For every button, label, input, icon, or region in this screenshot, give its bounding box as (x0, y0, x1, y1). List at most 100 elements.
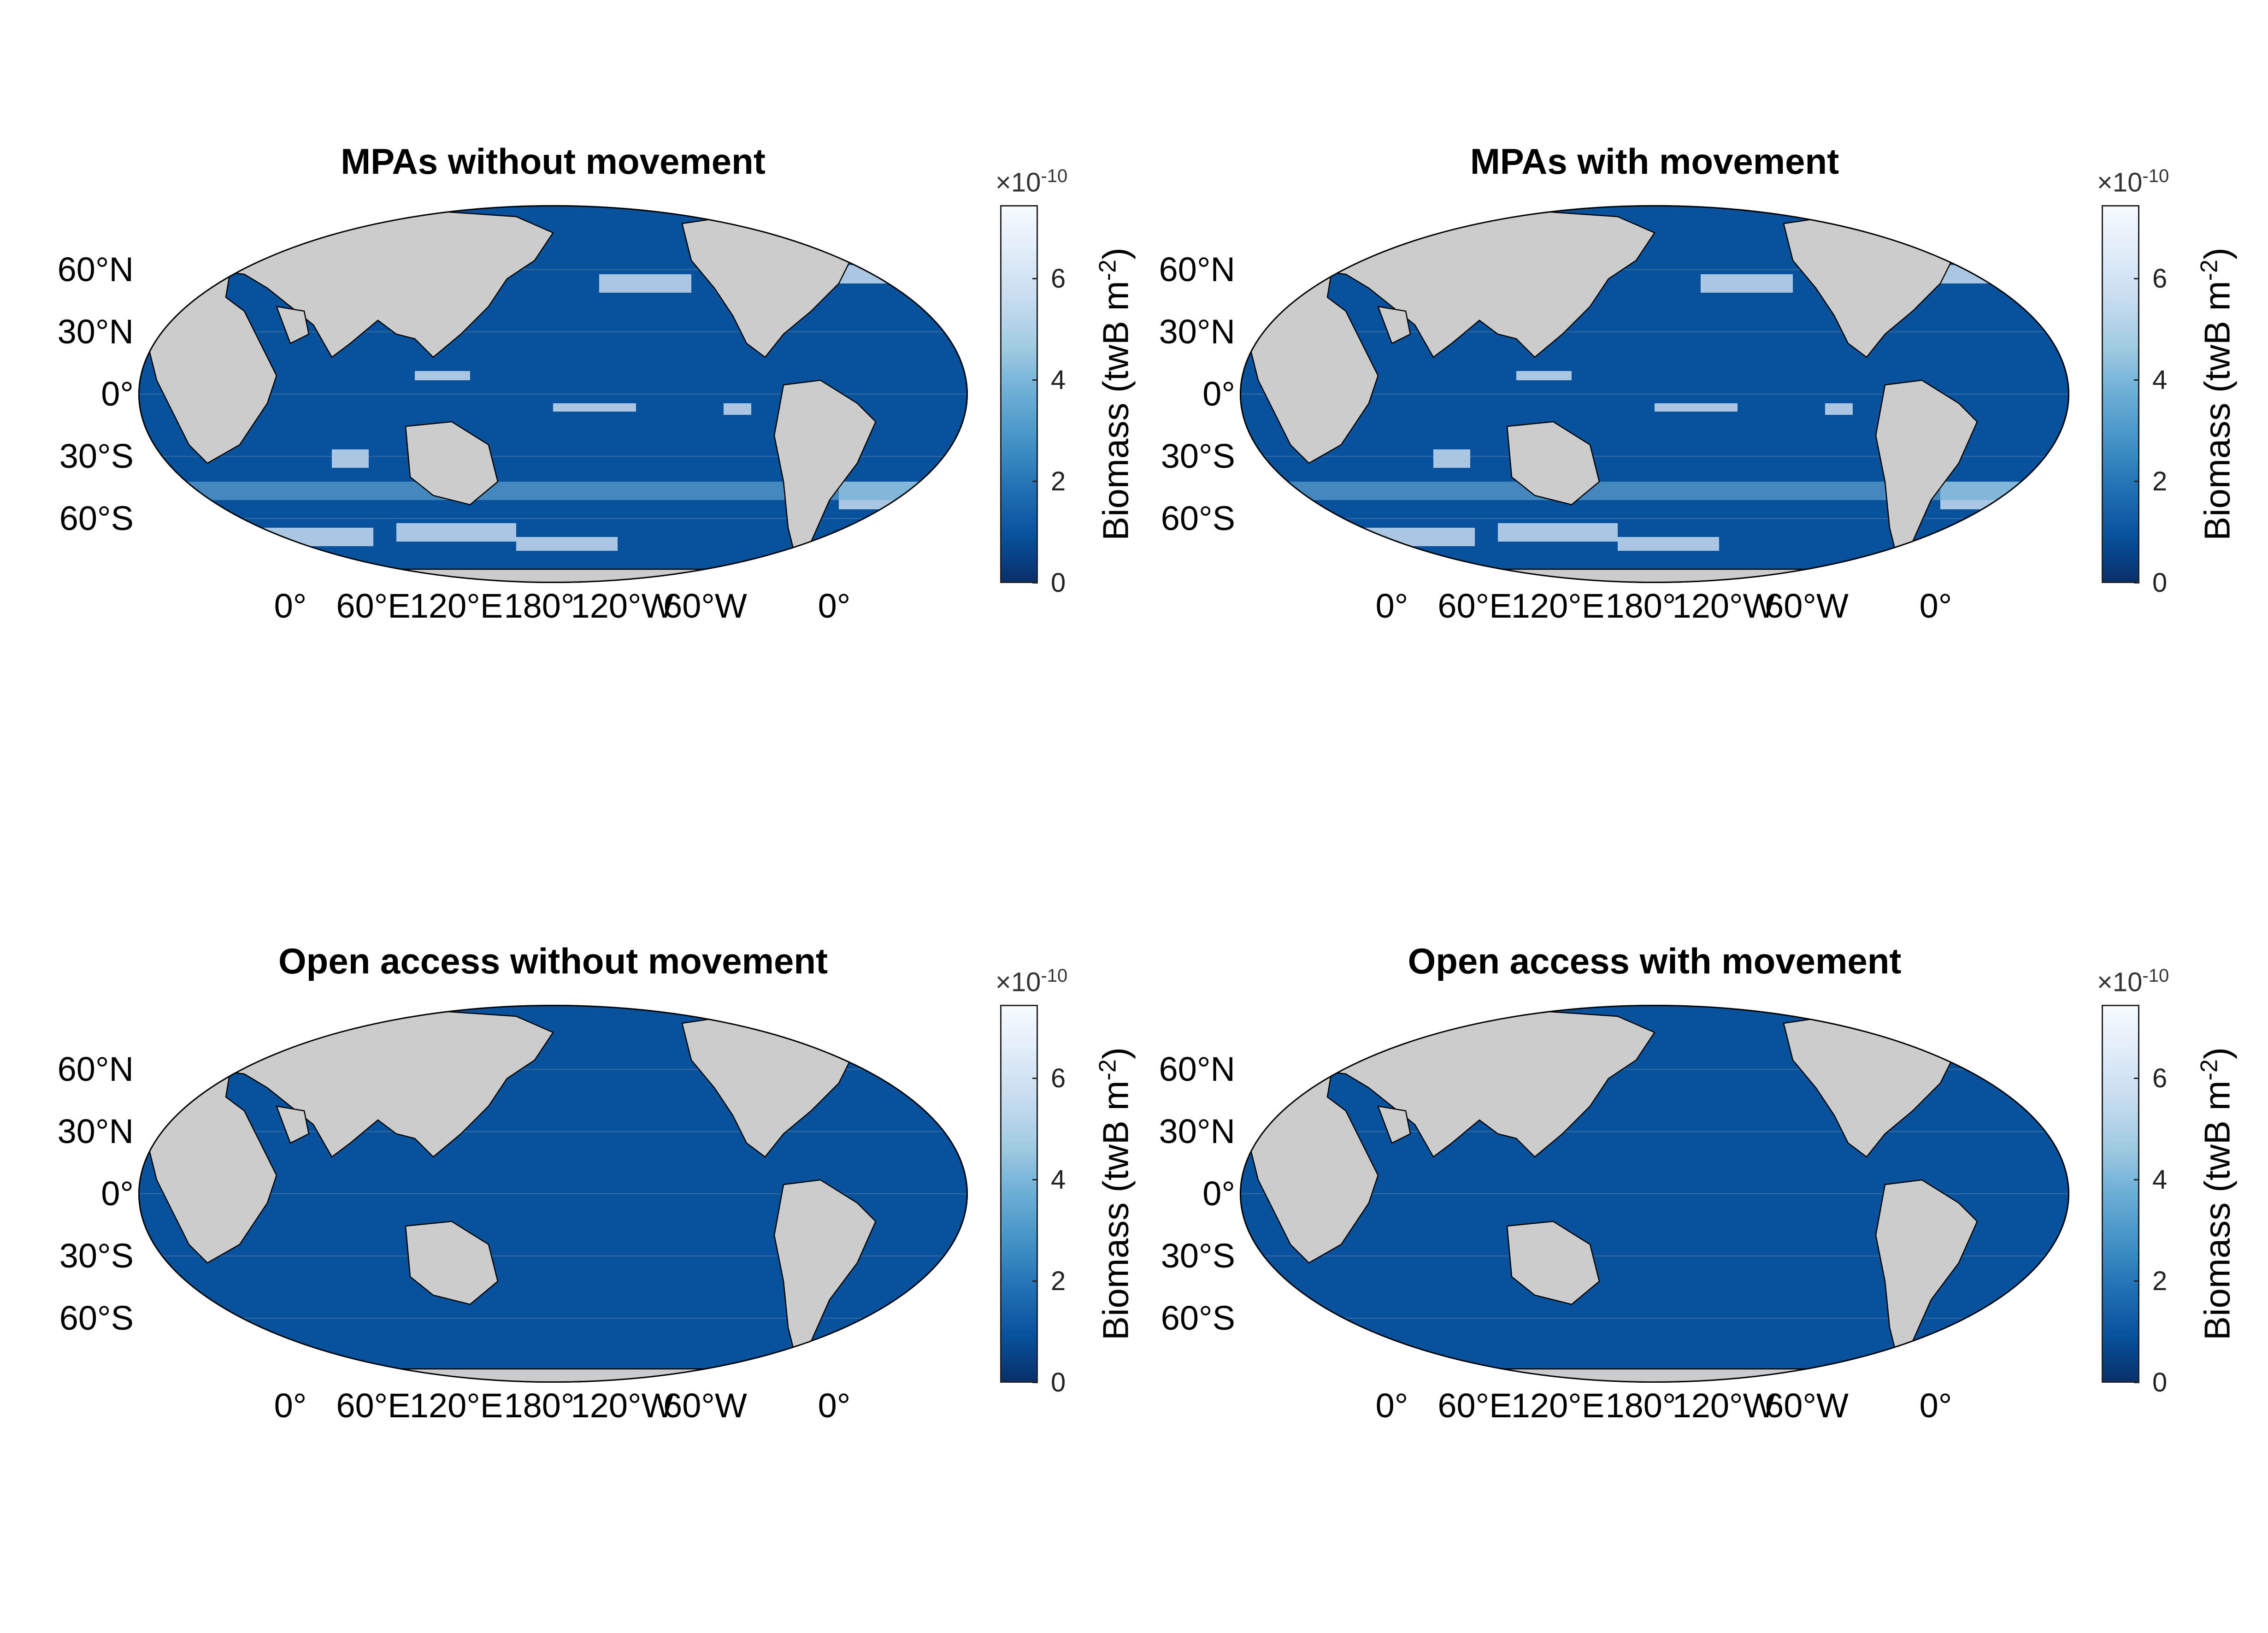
colorbar-tick-label: 4 (2152, 366, 2167, 394)
lat-label: 30°N (1129, 313, 1235, 350)
lon-label: 0° (765, 588, 903, 625)
lon-label: 0° (1867, 588, 2005, 625)
lon-label: 60°W (1738, 1387, 1876, 1424)
colorbar-label-close: ) (2197, 1047, 2238, 1059)
colorbar-tick-label: 0 (1051, 569, 1066, 597)
colorbar-tickmark (2134, 379, 2139, 381)
lat-label: 30°N (28, 1113, 134, 1150)
lon-label: 60°W (636, 588, 774, 625)
lon-label: 60°W (1738, 588, 1876, 625)
colorbar-tickmark (2134, 1179, 2139, 1180)
colorbar-tickmark (1032, 481, 1038, 482)
biomass-patch (1498, 523, 1618, 542)
biomass-patch (1655, 403, 1738, 412)
colorbar-tick-label: 6 (1051, 265, 1066, 293)
lat-label: 60°S (1129, 500, 1235, 537)
landmass (857, 210, 922, 256)
lat-label: 0° (28, 376, 134, 413)
lat-label: 30°N (1129, 1113, 1235, 1150)
multiplier-base: ×10 (2097, 167, 2142, 197)
lat-label: 60°N (28, 1051, 134, 1088)
lon-label: 0° (765, 1387, 903, 1424)
lat-label: 30°S (28, 438, 134, 475)
landmass (1323, 569, 1986, 583)
colorbar-tickmark (1032, 1179, 1038, 1180)
colorbar-tickmark (1032, 379, 1038, 381)
multiplier-base: ×10 (2097, 967, 2142, 997)
biomass-patch (553, 403, 636, 412)
multiplier-exponent: -10 (2142, 166, 2169, 186)
colorbar (2102, 1005, 2139, 1383)
multiplier-exponent: -10 (1041, 966, 1067, 986)
colorbar-label-exponent: -2 (2196, 259, 2223, 281)
colorbar-tick-label: 2 (1051, 1267, 1066, 1295)
colorbar-tickmark (1032, 1078, 1038, 1079)
colorbar-tick-label: 4 (1051, 1166, 1066, 1194)
colorbar-tickmark (2134, 481, 2139, 482)
multiplier-exponent: -10 (2142, 966, 2169, 986)
colorbar-tickmark (2134, 1382, 2139, 1383)
lat-label: 30°S (1129, 438, 1235, 475)
lat-label: 0° (1129, 376, 1235, 413)
lat-label: 60°S (28, 1300, 134, 1337)
lat-label: 0° (1129, 1175, 1235, 1212)
landmass (1323, 1369, 1986, 1383)
map-panel: MPAs with movement 60°N 30°N 0° 30°S 60°S 0° 60… (1102, 157, 2208, 710)
biomass-band (1240, 482, 2069, 500)
colorbar (2102, 205, 2139, 583)
colorbar-multiplier: ×10-10 (996, 166, 1067, 198)
lat-label: 60°S (28, 500, 134, 537)
biomass-patch (724, 403, 751, 415)
biomass-patch (1433, 449, 1470, 468)
panel-title: MPAs with movement (1240, 138, 2069, 184)
biomass-band (138, 482, 968, 500)
colorbar-tick-label: 0 (2152, 569, 2167, 597)
colorbar-multiplier: ×10-10 (996, 966, 1067, 997)
multiplier-base: ×10 (996, 167, 1041, 197)
biomass-patch (332, 449, 369, 468)
lat-label: 60°N (1129, 1051, 1235, 1088)
world-map (138, 1005, 968, 1383)
biomass-patch (1516, 371, 1572, 380)
map-panel: Open access with movement 60°N 30°N 0° 30°S 6… (1102, 956, 2208, 1509)
colorbar (1000, 1005, 1038, 1383)
panel-title: Open access without movement (138, 938, 968, 984)
landmass (1959, 1009, 2023, 1055)
landmass (221, 1369, 885, 1383)
colorbar-label-close: ) (2197, 248, 2238, 259)
lat-label: 60°N (1129, 251, 1235, 288)
colorbar-tick-label: 6 (2152, 1065, 2167, 1092)
colorbar-label-text: Biomass (twB m (2197, 281, 2238, 540)
biomass-patch (1618, 537, 1719, 551)
lat-label: 30°S (28, 1238, 134, 1274)
biomass-patch (599, 274, 691, 293)
biomass-patch (516, 537, 618, 551)
lon-label: 0° (1867, 1387, 2005, 1424)
colorbar-tickmark (1032, 1280, 1038, 1282)
landmass (857, 1009, 922, 1055)
colorbar-tick-label: 4 (1051, 366, 1066, 394)
lat-label: 60°N (28, 251, 134, 288)
lon-label: 60°W (636, 1387, 774, 1424)
biomass-patch (415, 371, 470, 380)
panel-title: Open access with movement (1240, 938, 2069, 984)
map-panel: MPAs without movement 60°N 30°N 0° 30°S 60°S 0… (0, 157, 1106, 710)
colorbar-tickmark (1032, 582, 1038, 584)
colorbar-tickmark (2134, 1078, 2139, 1079)
colorbar-tick-label: 2 (1051, 468, 1066, 495)
colorbar-label-text: Biomass (twB m (2197, 1080, 2238, 1340)
colorbar-tickmark (1032, 1382, 1038, 1383)
multiplier-base: ×10 (996, 967, 1041, 997)
colorbar (1000, 205, 1038, 583)
world-map (1240, 1005, 2069, 1383)
biomass-patch (1825, 403, 1853, 415)
lat-label: 0° (28, 1175, 134, 1212)
biomass-patch (235, 528, 373, 546)
lat-label: 60°S (1129, 1300, 1235, 1337)
colorbar-tickmark (2134, 1280, 2139, 1282)
colorbar-tick-label: 2 (2152, 468, 2167, 495)
colorbar-tick-label: 2 (2152, 1267, 2167, 1295)
colorbar-tickmark (2134, 582, 2139, 584)
panel-title: MPAs without movement (138, 138, 968, 184)
